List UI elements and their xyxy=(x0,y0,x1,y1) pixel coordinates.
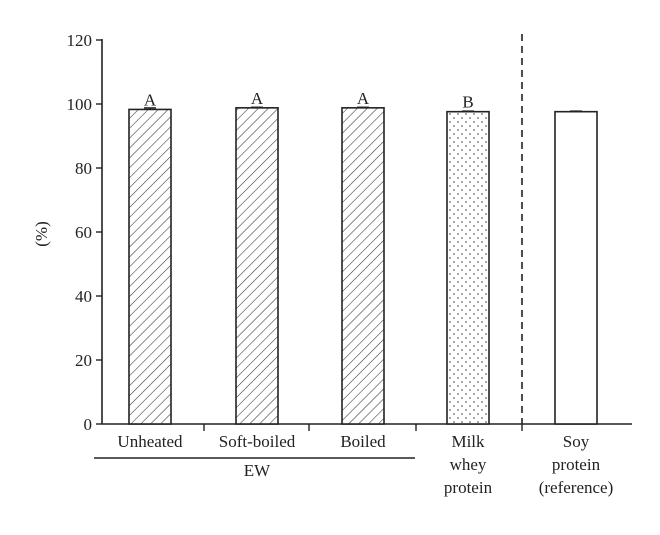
significance-label: A xyxy=(357,89,370,108)
y-tick-label: 100 xyxy=(67,95,93,114)
category-label: Milk xyxy=(451,432,485,451)
bar xyxy=(235,107,279,425)
bar xyxy=(554,110,598,425)
significance-label: B xyxy=(462,93,473,112)
y-tick-label: 0 xyxy=(84,415,93,434)
y-tick-label: 120 xyxy=(67,31,93,50)
category-label: protein xyxy=(552,455,601,474)
category-labels: Unheated Soft-boiled Boiled Milk whey protein… xyxy=(94,432,613,497)
y-tick-label: 60 xyxy=(75,223,92,242)
bar xyxy=(341,107,385,425)
category-label: Unheated xyxy=(117,432,183,451)
bar xyxy=(128,108,172,425)
significance-label: A xyxy=(144,90,157,109)
category-label: whey xyxy=(450,455,487,474)
category-label: Soft-boiled xyxy=(219,432,296,451)
y-tick-label: 40 xyxy=(75,287,92,306)
category-label: protein xyxy=(444,478,493,497)
bar xyxy=(446,110,490,425)
category-label: Boiled xyxy=(340,432,386,451)
category-label: (reference) xyxy=(539,478,614,497)
axes: 0 20 40 60 80 100 120 xyxy=(67,31,632,434)
y-tick-label: 80 xyxy=(75,159,92,178)
category-label: Soy xyxy=(563,432,590,451)
y-tick-label: 20 xyxy=(75,351,92,370)
group-label: EW xyxy=(244,461,271,480)
y-axis-title: (%) xyxy=(32,221,51,246)
significance-label: A xyxy=(251,89,264,108)
